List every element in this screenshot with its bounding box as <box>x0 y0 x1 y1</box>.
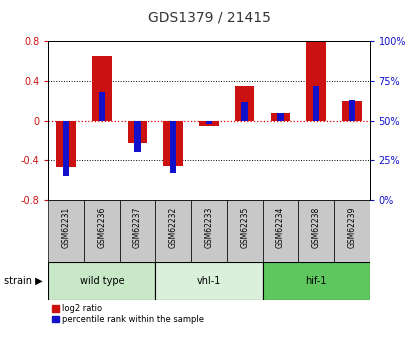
Text: GDS1379 / 21415: GDS1379 / 21415 <box>147 10 270 24</box>
Text: hif-1: hif-1 <box>305 276 327 286</box>
Bar <box>349 100 355 121</box>
Text: GSM62235: GSM62235 <box>240 206 249 248</box>
Text: GSM62232: GSM62232 <box>169 206 178 248</box>
Text: GSM62238: GSM62238 <box>312 206 320 248</box>
Bar <box>191 200 227 262</box>
Bar <box>313 86 319 121</box>
Bar <box>262 262 370 300</box>
Bar <box>270 113 290 121</box>
Bar <box>206 121 212 124</box>
Bar <box>48 200 84 262</box>
Bar <box>306 42 326 121</box>
Legend: log2 ratio, percentile rank within the sample: log2 ratio, percentile rank within the s… <box>52 304 205 324</box>
Bar <box>163 121 183 166</box>
Bar <box>134 121 141 152</box>
Text: GSM62231: GSM62231 <box>62 206 71 248</box>
Bar <box>170 121 176 173</box>
Bar <box>298 200 334 262</box>
Bar <box>262 200 298 262</box>
Bar <box>155 262 262 300</box>
Bar <box>84 200 120 262</box>
Bar <box>99 92 105 121</box>
Text: GSM62234: GSM62234 <box>276 206 285 248</box>
Text: GSM62239: GSM62239 <box>347 206 356 248</box>
Bar <box>235 86 255 121</box>
Text: wild type: wild type <box>79 276 124 286</box>
Bar <box>342 101 362 121</box>
Bar <box>128 121 147 142</box>
Bar <box>48 262 155 300</box>
Bar <box>277 113 284 121</box>
Text: strain ▶: strain ▶ <box>4 276 43 286</box>
Bar <box>155 200 191 262</box>
Bar <box>63 121 69 176</box>
Bar <box>120 200 155 262</box>
Bar <box>227 200 262 262</box>
Text: GSM62236: GSM62236 <box>97 206 106 248</box>
Text: GSM62237: GSM62237 <box>133 206 142 248</box>
Text: GSM62233: GSM62233 <box>205 206 213 248</box>
Bar <box>241 102 248 121</box>
Bar <box>199 121 219 126</box>
Text: vhl-1: vhl-1 <box>197 276 221 286</box>
Bar <box>56 121 76 167</box>
Bar <box>334 200 370 262</box>
Bar <box>92 56 112 121</box>
